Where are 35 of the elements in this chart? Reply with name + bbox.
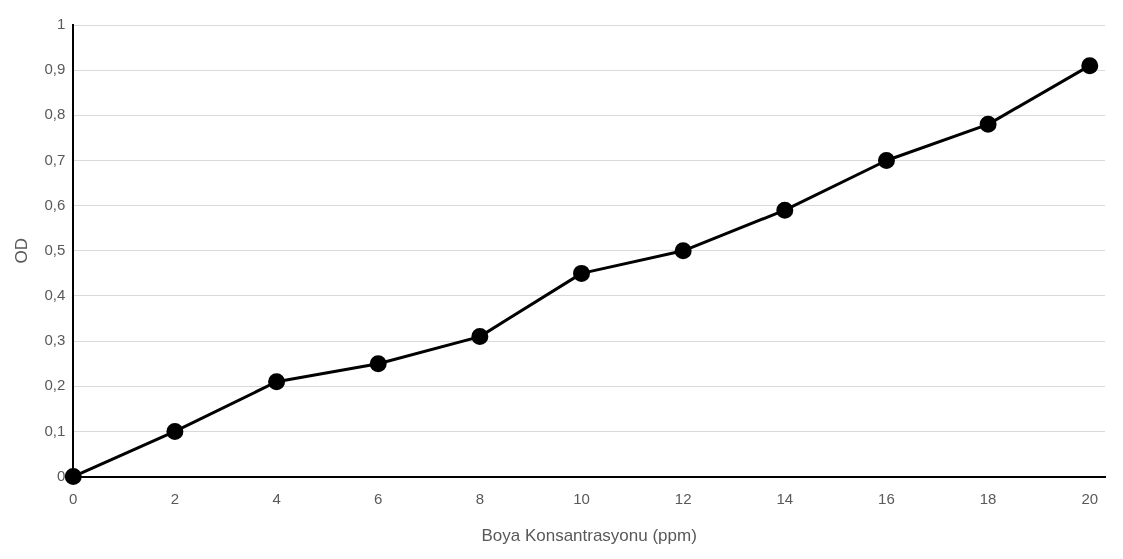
y-tick-label: 0,1 — [44, 421, 66, 439]
x-tick-label: 16 — [878, 489, 895, 507]
x-tick-label: 18 — [979, 489, 997, 507]
y-tick-label: 0,3 — [44, 331, 66, 349]
y-tick-label: 1 — [56, 15, 66, 33]
point — [674, 242, 692, 260]
x-tick-label: 4 — [272, 489, 281, 507]
point — [877, 151, 895, 169]
x-tick-label: 6 — [374, 489, 383, 507]
point — [166, 422, 184, 440]
point — [776, 201, 794, 219]
y-tick-label: 0,7 — [44, 150, 66, 168]
x-axis-title: Boya Konsantrasyonu (ppm) — [481, 526, 697, 546]
point — [268, 373, 286, 391]
y-tick-label: 0,9 — [44, 60, 66, 78]
point — [471, 328, 489, 346]
y-tick-label: 0,2 — [44, 376, 66, 394]
x-tick-label: 2 — [170, 489, 180, 507]
x-tick-label: 20 — [1081, 489, 1099, 507]
x-tick-label: 8 — [475, 489, 485, 507]
y-axis-title: OD — [11, 238, 31, 264]
y-tick-label: 0,8 — [44, 105, 66, 123]
point — [573, 264, 590, 282]
point — [979, 115, 997, 133]
point — [369, 355, 387, 373]
point — [64, 468, 82, 486]
y-tick-label: 0 — [56, 466, 66, 484]
x-tick-label: 10 — [573, 489, 590, 507]
y-tick-label: 0,6 — [44, 195, 66, 213]
point — [1081, 57, 1099, 75]
x-tick-label: 14 — [776, 489, 794, 507]
y-tick-label: 0,4 — [44, 286, 66, 304]
x-tick-label: 12 — [674, 489, 692, 507]
y-tick-label: 0,5 — [44, 240, 66, 258]
x-tick-label: 0 — [69, 489, 78, 507]
